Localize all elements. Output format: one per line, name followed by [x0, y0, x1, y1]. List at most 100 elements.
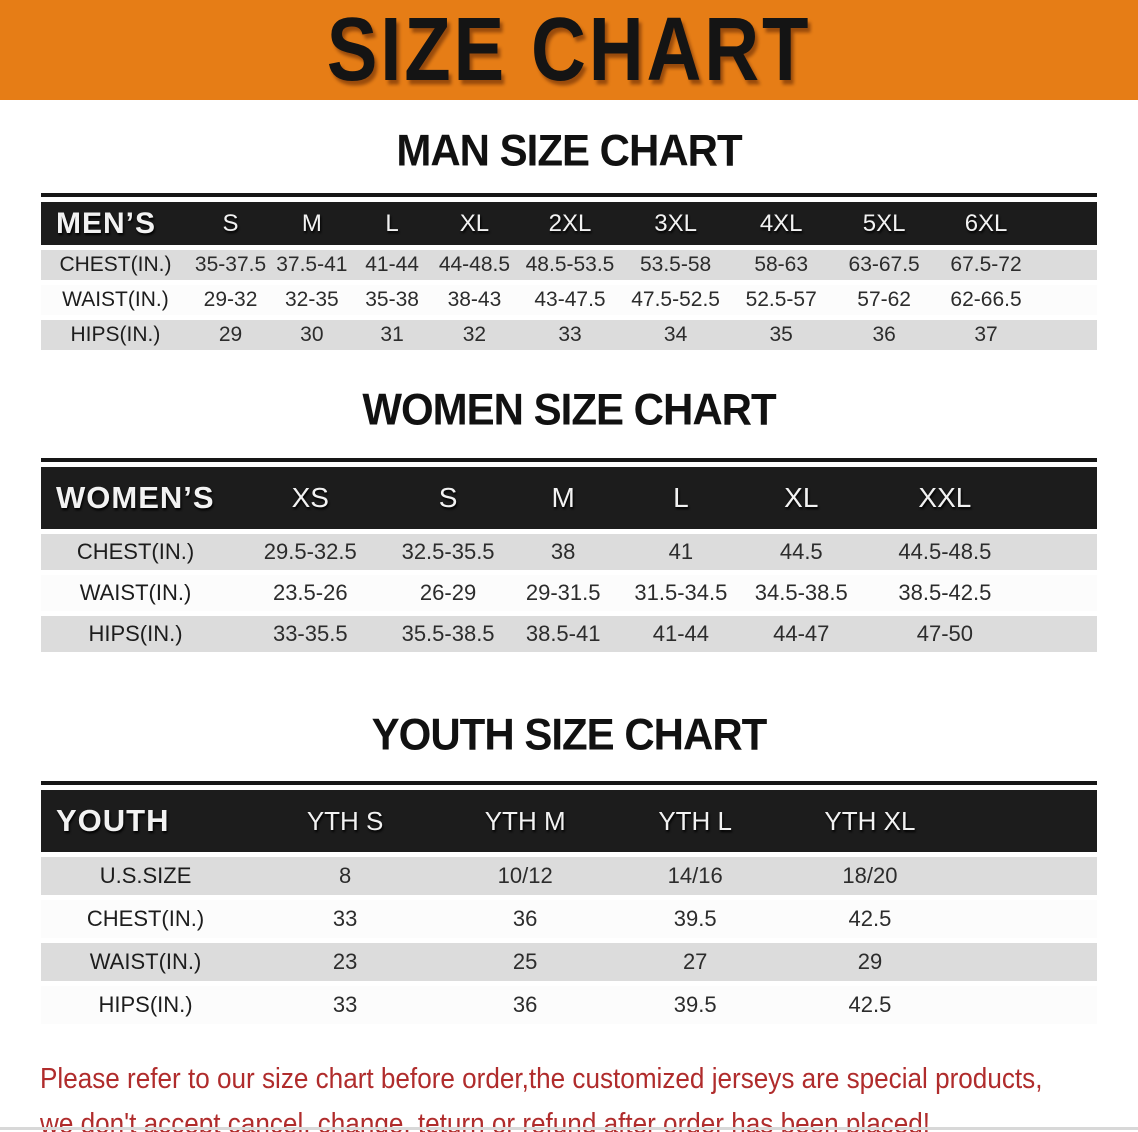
- size-value-cell: 37: [974, 323, 998, 346]
- size-value-cell: 36: [512, 906, 538, 931]
- size-value-cell: 44-48.5: [438, 253, 511, 276]
- table-header-row: YOUTH YTH S YTH M YTH L YTH XL: [41, 790, 1097, 852]
- size-column-header: M: [551, 482, 575, 513]
- size-value-cell: 29.5-32.5: [263, 539, 357, 564]
- size-value-cell: [960, 943, 1097, 981]
- size-value-cell: 8: [338, 863, 352, 888]
- size-column-header: XL: [784, 482, 819, 513]
- size-value-cell: 29: [218, 323, 243, 346]
- size-column-header: XXL: [918, 482, 972, 513]
- size-value-cell: 35-37.5: [194, 253, 267, 276]
- table-row: HIPS(IN.) 33 36 39.5 42.5: [41, 986, 1097, 1024]
- size-value-cell: 47-50: [916, 621, 974, 646]
- size-value-cell: 33: [332, 992, 358, 1017]
- size-value-cell: 41: [668, 539, 694, 564]
- size-value-cell: 32-35: [284, 288, 339, 311]
- size-value-cell: [960, 857, 1097, 895]
- row-label: WAIST(IN.): [62, 288, 169, 311]
- table-corner-label: WOMEN’S: [56, 480, 215, 515]
- table-header-row: MEN’S S M L XL 2XL 3XL 4XL 5XL 6XL: [41, 202, 1097, 245]
- size-column-header: S: [438, 482, 458, 513]
- size-column-header: 4XL: [759, 209, 803, 237]
- size-value-cell: 26-29: [419, 580, 477, 605]
- size-column-header: XL: [459, 209, 490, 237]
- size-column-header: 6XL: [964, 209, 1008, 237]
- row-label: CHEST(IN.): [76, 539, 195, 564]
- size-column-header: YTH XL: [824, 805, 916, 836]
- size-value-cell: 10/12: [497, 863, 553, 888]
- table-row: WAIST(IN.) 29-32 32-35 35-38 38-43 43-47.5 47.…: [41, 285, 1097, 315]
- size-value-cell: 33: [558, 323, 582, 346]
- youth-size-heading: YOUTH SIZE CHART: [371, 709, 768, 760]
- size-column-header: 3XL: [654, 209, 697, 237]
- youth-size-table: YOUTH YTH S YTH M YTH L YTH XL U.S.SIZE 8 10/12…: [41, 781, 1097, 1029]
- size-value-cell: [960, 986, 1097, 1024]
- table-row: U.S.SIZE 8 10/12 14/16 18/20: [41, 857, 1097, 895]
- table-row: CHEST(IN.) 35-37.5 37.5-41 41-44 44-48.5 48.5…: [41, 250, 1097, 280]
- size-value-cell: [1028, 616, 1097, 652]
- size-value-cell: 39.5: [673, 992, 717, 1017]
- size-value-cell: 39.5: [673, 906, 717, 931]
- size-column-header: YTH S: [306, 805, 384, 836]
- size-value-cell: 27: [682, 949, 708, 974]
- size-value-cell: 23.5-26: [272, 580, 348, 605]
- size-column-header: XS: [291, 482, 329, 513]
- size-value-cell: 31: [380, 323, 404, 346]
- row-label: WAIST(IN.): [89, 949, 202, 974]
- size-value-cell: 42.5: [848, 992, 892, 1017]
- disclaimer: Please refer to our size chart before or…: [40, 1057, 1138, 1132]
- size-value-cell: 25: [512, 949, 538, 974]
- size-value-cell: 14/16: [667, 863, 723, 888]
- row-label: U.S.SIZE: [99, 863, 192, 888]
- women-size-table: WOMEN’S XS S M L XL XXL CHEST(IN.) 29.5-32.5 32.5…: [41, 458, 1097, 657]
- row-label: HIPS(IN.): [88, 621, 183, 646]
- size-value-cell: 38.5-42.5: [898, 580, 992, 605]
- size-value-cell: 41-44: [652, 621, 710, 646]
- row-label: WAIST(IN.): [79, 580, 192, 605]
- table-corner-label: MEN’S: [56, 206, 157, 240]
- table-row: HIPS(IN.) 29 30 31 32 33 34 35 36 37: [41, 320, 1097, 350]
- size-column-header: 2XL: [548, 209, 592, 237]
- size-value-cell: 35-38: [365, 288, 419, 311]
- size-value-cell: 42.5: [848, 906, 892, 931]
- size-value-cell: 29: [857, 949, 883, 974]
- size-value-cell: 29-31.5: [525, 580, 601, 605]
- size-column-header: YTH M: [484, 805, 566, 836]
- banner-title: SIZE CHART: [326, 0, 812, 100]
- size-column-header: L: [673, 482, 689, 513]
- size-value-cell: 36: [872, 323, 896, 346]
- size-column-header: [1038, 202, 1097, 245]
- size-value-cell: 29-32: [203, 288, 258, 311]
- size-value-cell: 47.5-52.5: [631, 288, 720, 311]
- youth-size-section: YOUTH SIZE CHART YOUTH YTH S YTH M YTH L YTH…: [0, 709, 1138, 1029]
- size-value-cell: 31.5-34.5: [634, 580, 728, 605]
- table-row: HIPS(IN.) 33-35.5 35.5-38.5 38.5-41 41-44 44-…: [41, 616, 1097, 652]
- size-value-cell: 63-67.5: [848, 253, 920, 276]
- men-size-table: MEN’S S M L XL 2XL 3XL 4XL 5XL 6XL CHEST(IN.) 35-37…: [41, 193, 1097, 355]
- size-column-header: M: [301, 209, 322, 237]
- row-label: HIPS(IN.): [70, 323, 161, 346]
- size-value-cell: 44.5-48.5: [898, 539, 992, 564]
- size-value-cell: 18/20: [842, 863, 898, 888]
- size-value-cell: 43-47.5: [534, 288, 606, 311]
- table-row: WAIST(IN.) 23.5-26 26-29 29-31.5 31.5-34.5 34…: [41, 575, 1097, 611]
- size-column-header: [1028, 467, 1097, 529]
- size-value-cell: 30: [300, 323, 324, 346]
- size-value-cell: 38.5-41: [525, 621, 601, 646]
- women-size-heading: WOMEN SIZE CHART: [362, 384, 776, 435]
- table-row: WAIST(IN.) 23 25 27 29: [41, 943, 1097, 981]
- size-value-cell: 37.5-41: [276, 253, 348, 276]
- size-value-cell: 58-63: [754, 253, 809, 276]
- size-column-header: 5XL: [862, 209, 906, 237]
- size-value-cell: [1038, 250, 1097, 280]
- size-value-cell: 32: [462, 323, 487, 346]
- size-table: YOUTH YTH S YTH M YTH L YTH XL U.S.SIZE 8 10/12…: [41, 785, 1097, 1029]
- size-value-cell: 38-43: [447, 288, 502, 311]
- size-value-cell: 32.5-35.5: [401, 539, 495, 564]
- women-size-section: WOMEN SIZE CHART WOMEN’S XS S M L XL XXL CHEST(…: [0, 384, 1138, 657]
- size-value-cell: 35.5-38.5: [401, 621, 495, 646]
- size-value-cell: 62-66.5: [950, 288, 1022, 311]
- size-value-cell: 67.5-72: [950, 253, 1022, 276]
- size-value-cell: 23: [332, 949, 358, 974]
